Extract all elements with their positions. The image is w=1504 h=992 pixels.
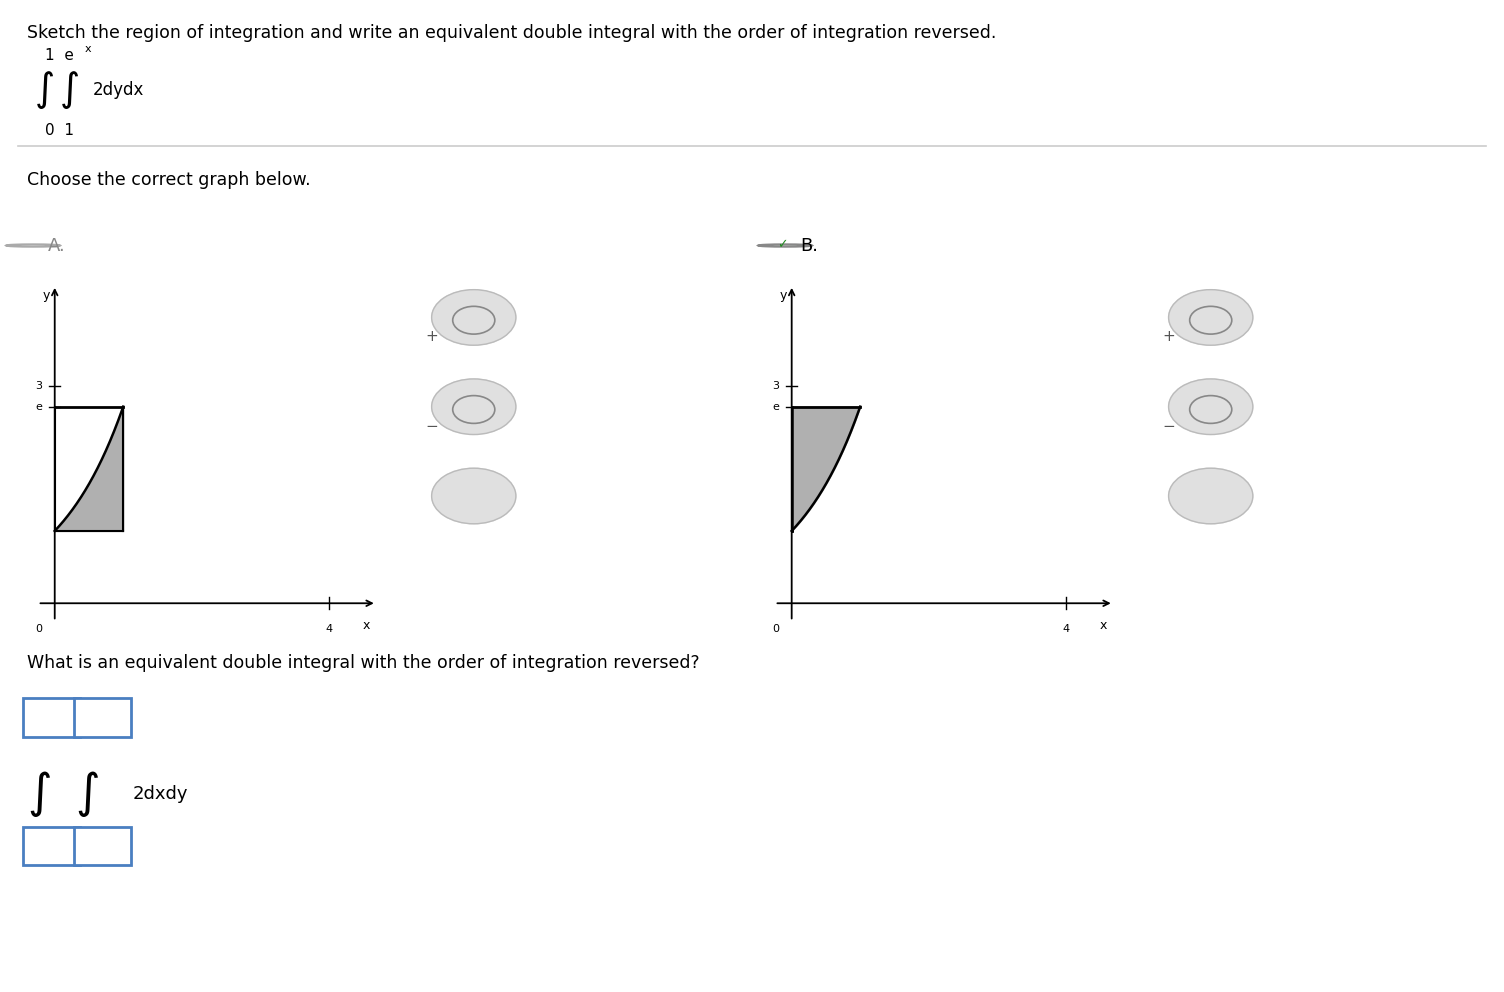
Text: Sketch the region of integration and write an equivalent double integral with th: Sketch the region of integration and wri… bbox=[27, 24, 997, 42]
Text: −: − bbox=[426, 419, 438, 434]
Text: +: + bbox=[1163, 329, 1175, 344]
Text: y: y bbox=[779, 289, 787, 302]
Circle shape bbox=[758, 244, 812, 247]
Text: +: + bbox=[426, 329, 438, 344]
Text: 3: 3 bbox=[36, 381, 42, 391]
Text: ∫: ∫ bbox=[75, 771, 99, 816]
Text: x: x bbox=[84, 45, 90, 55]
Text: 4: 4 bbox=[325, 624, 332, 634]
Text: A.: A. bbox=[48, 236, 66, 255]
Text: ✓: ✓ bbox=[778, 238, 787, 251]
Text: 0: 0 bbox=[773, 624, 779, 634]
FancyBboxPatch shape bbox=[74, 827, 131, 865]
FancyBboxPatch shape bbox=[23, 698, 80, 737]
Text: 1  e: 1 e bbox=[45, 48, 74, 62]
Text: ∫: ∫ bbox=[60, 71, 80, 109]
Text: B.: B. bbox=[800, 236, 818, 255]
FancyBboxPatch shape bbox=[23, 827, 80, 865]
Text: x: x bbox=[362, 619, 370, 632]
Text: 2dydx: 2dydx bbox=[93, 81, 144, 99]
Text: −: − bbox=[1163, 419, 1175, 434]
Text: ∫: ∫ bbox=[27, 771, 51, 816]
Text: x: x bbox=[1099, 619, 1107, 632]
FancyBboxPatch shape bbox=[74, 698, 131, 737]
Text: 4: 4 bbox=[1062, 624, 1069, 634]
FancyBboxPatch shape bbox=[448, 482, 495, 513]
Text: 3: 3 bbox=[773, 381, 779, 391]
Text: ∫: ∫ bbox=[35, 71, 54, 109]
Text: 0  1: 0 1 bbox=[45, 123, 74, 138]
Text: Choose the correct graph below.: Choose the correct graph below. bbox=[27, 171, 311, 189]
Text: What is an equivalent double integral with the order of integration reversed?: What is an equivalent double integral wi… bbox=[27, 655, 699, 673]
Text: e: e bbox=[36, 402, 42, 412]
Text: y: y bbox=[42, 289, 50, 302]
Text: 2dxdy: 2dxdy bbox=[132, 785, 188, 803]
Text: e: e bbox=[773, 402, 779, 412]
Text: 0: 0 bbox=[36, 624, 42, 634]
FancyBboxPatch shape bbox=[1185, 482, 1232, 513]
